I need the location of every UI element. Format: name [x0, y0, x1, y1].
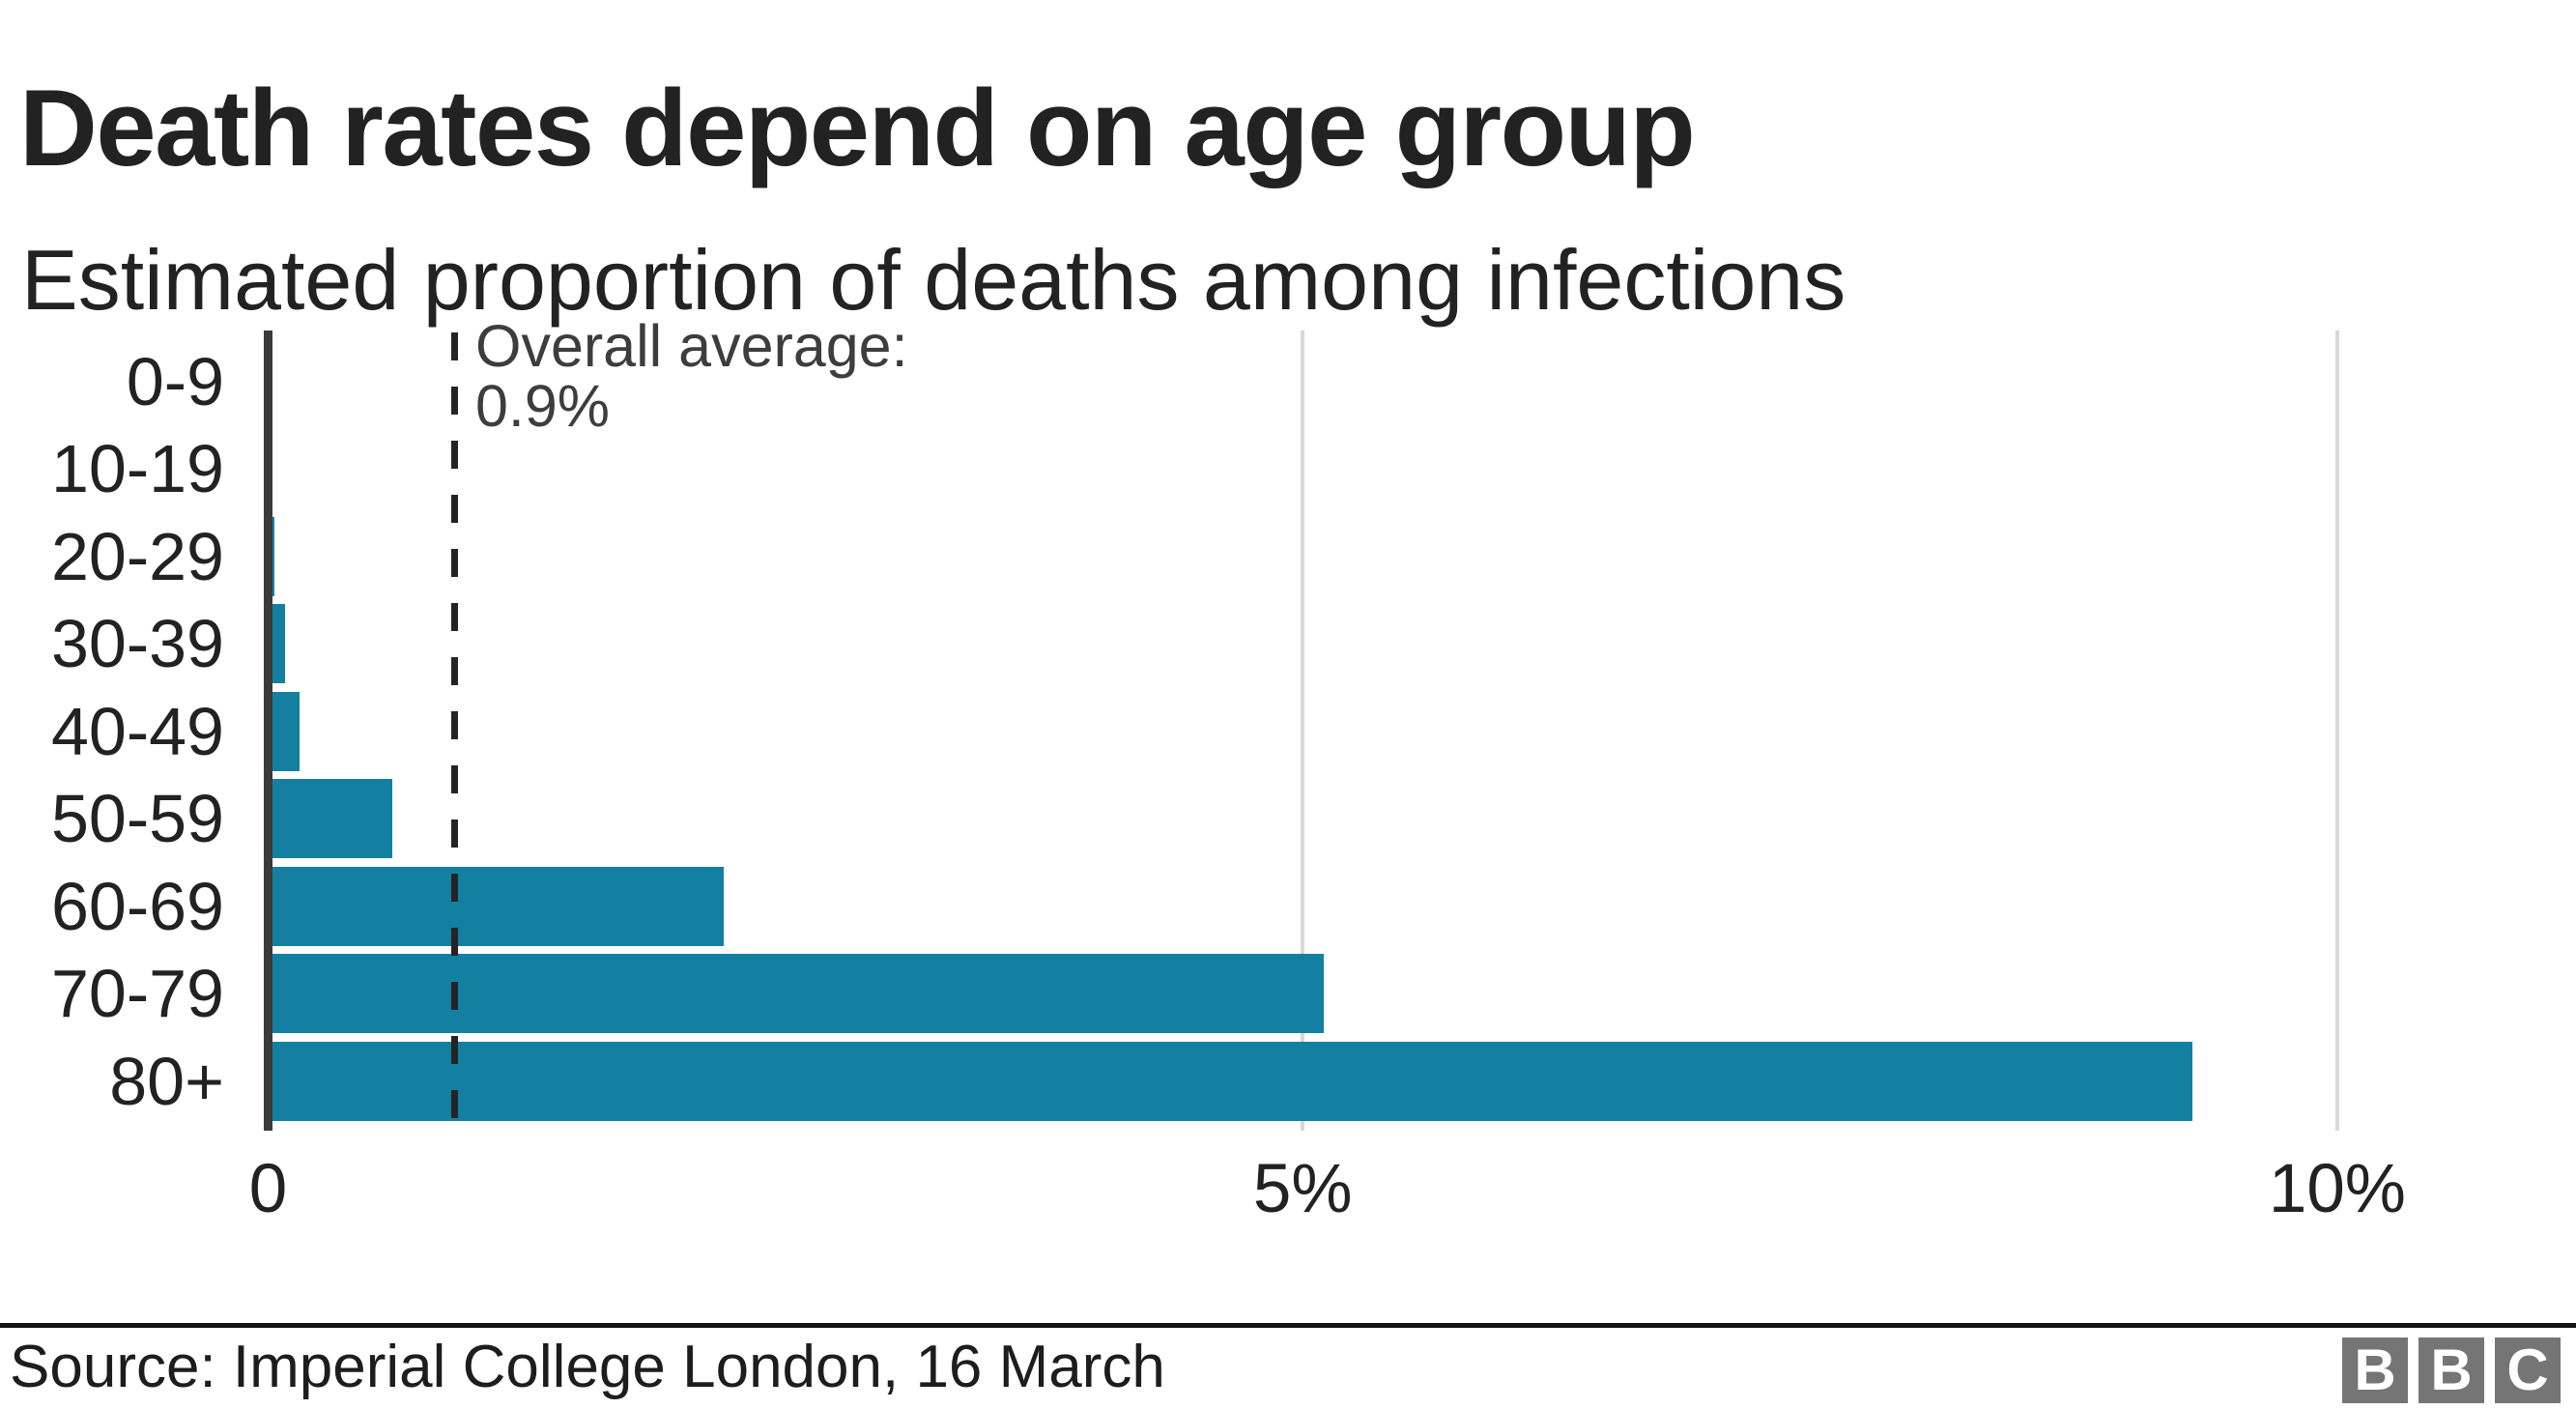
x-axis-tick-label-10%: 10%: [2268, 1151, 2406, 1227]
category-label-80+: 80+: [109, 1043, 224, 1119]
source-text: Source: Imperial College London, 16 Marc…: [10, 1334, 1165, 1400]
bbc-logo-square-2: B: [2419, 1337, 2484, 1403]
bar-50-59: [272, 779, 392, 858]
y-axis-line: [264, 331, 272, 1131]
gridline-10%: [2334, 331, 2339, 1131]
bar-40-49: [272, 691, 300, 771]
bar-70-79: [272, 954, 1324, 1033]
category-label-40-49: 40-49: [50, 693, 224, 769]
category-label-70-79: 70-79: [50, 956, 224, 1031]
category-label-30-39: 30-39: [50, 606, 224, 681]
bar-80+: [272, 1041, 2192, 1121]
category-label-60-69: 60-69: [50, 868, 224, 944]
average-line-label: Overall average: 0.9%: [475, 316, 908, 436]
bar-20-29: [272, 516, 274, 596]
x-axis-tick-label-5%: 5%: [1252, 1151, 1353, 1227]
gridline-5%: [1301, 331, 1305, 1131]
category-label-50-59: 50-59: [50, 781, 224, 856]
category-label-20-29: 20-29: [50, 518, 224, 594]
chart-title: Death rates depend on age group: [19, 68, 1696, 189]
bar-60-69: [272, 866, 724, 946]
x-axis-tick-label-0: 0: [248, 1151, 288, 1227]
chart-subtitle: Estimated proportion of deaths among inf…: [21, 232, 1846, 328]
category-label-10-19: 10-19: [50, 431, 224, 506]
average-line-label-line1: Overall average:: [475, 313, 908, 379]
bbc-logo-square-3: C: [2495, 1337, 2561, 1403]
category-label-0-9: 0-9: [126, 343, 224, 419]
average-line-label-line2: 0.9%: [475, 373, 611, 439]
average-dashed-line: [450, 332, 458, 1132]
bbc-logo-square-1: B: [2342, 1337, 2408, 1403]
bar-30-39: [272, 604, 285, 683]
footer-divider: [0, 1323, 2576, 1328]
